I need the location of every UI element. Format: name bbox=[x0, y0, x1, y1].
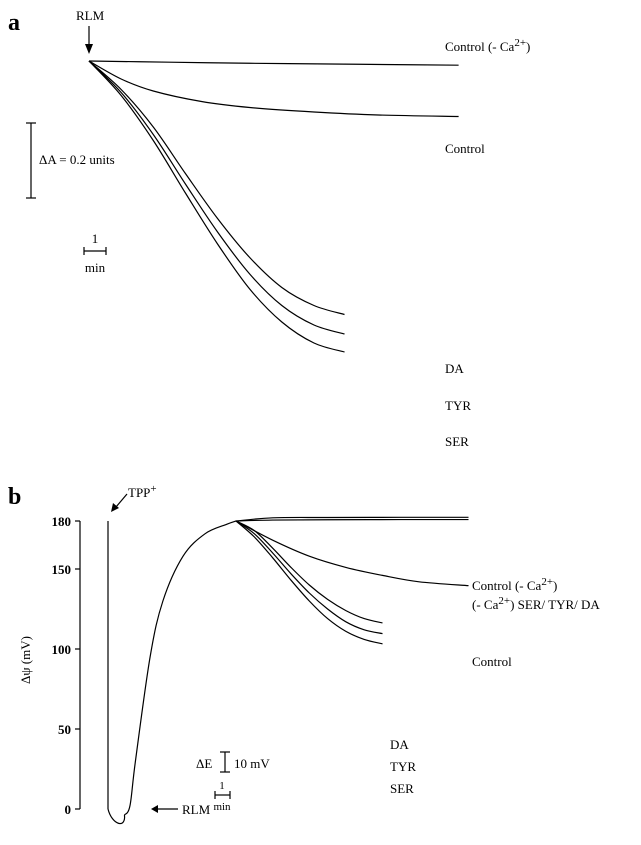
panel-b-label-ca2-ser-tyr-da: (- Ca2+) SER/ TYR/ DA bbox=[472, 595, 600, 612]
panel-b-trace-ser bbox=[235, 520, 383, 645]
panel-b-potential-scale-value: 10 mV bbox=[234, 756, 270, 771]
panel-b-y-tick-label: 150 bbox=[52, 562, 72, 577]
panel-b-rlm-label: RLM bbox=[182, 802, 211, 817]
panel-a-absorbance-scale-label: ΔA = 0.2 units bbox=[39, 152, 115, 167]
panel-b-potential-scale-label: ΔE bbox=[196, 756, 212, 771]
panel-b-probe-arrow bbox=[111, 493, 128, 512]
panel-a-trace-da bbox=[88, 60, 345, 316]
panel-b-time-scale-unit: min bbox=[213, 801, 231, 813]
panel-a-label-tyr: TYR bbox=[445, 398, 471, 413]
panel-b-y-axis: 0 50 100 150 180 bbox=[52, 514, 81, 817]
panel-b-label-control: Control bbox=[472, 654, 512, 669]
panel-a-time-scale-value: 1 bbox=[92, 231, 99, 246]
panel-b-label-ser: SER bbox=[390, 781, 414, 796]
panel-b-label-da: DA bbox=[390, 737, 409, 752]
panel-b-trace-tyr bbox=[235, 520, 383, 635]
panel-a-time-scale-unit: min bbox=[85, 260, 106, 275]
panel-b-trace-control-ca2 bbox=[236, 516, 469, 522]
panel-a-time-scale-bar bbox=[83, 247, 107, 255]
panel-b: b 0 50 100 150 180 Δψ (mV) TPP+ Control (- C… bbox=[8, 483, 600, 825]
panel-a-absorbance-scale-bar bbox=[26, 122, 36, 199]
panel-b-y-axis-label: Δψ (mV) bbox=[18, 636, 33, 684]
panel-b-label-control-ca2: Control (- Ca2+) bbox=[472, 576, 557, 593]
panel-b-common-trace bbox=[123, 520, 237, 816]
panel-a-trace-control bbox=[88, 60, 459, 118]
panel-b-potential-scale-bar bbox=[220, 751, 230, 773]
panel-b-traces bbox=[107, 516, 469, 825]
panel-a-rlm-label: RLM bbox=[76, 8, 105, 23]
panel-b-letter: b bbox=[8, 484, 21, 510]
panel-b-trace-ca2-ser-tyr-da bbox=[236, 518, 469, 522]
panel-b-dip-trace bbox=[107, 808, 126, 825]
panel-b-y-tick-label: 180 bbox=[52, 514, 72, 529]
panel-b-y-tick-label: 100 bbox=[52, 642, 72, 657]
panel-b-rlm-arrow bbox=[151, 805, 178, 813]
panel-a-letter: a bbox=[8, 10, 20, 36]
panel-a: a RLM Control (- Ca2+) Control DA TYR SER ΔA… bbox=[8, 8, 530, 449]
panel-b-y-tick-label: 50 bbox=[58, 722, 71, 737]
panel-b-probe-label: TPP+ bbox=[128, 483, 157, 500]
panel-b-label-tyr: TYR bbox=[390, 759, 416, 774]
panel-a-rlm-arrow bbox=[85, 26, 93, 54]
panel-a-label-control-ca2: Control (- Ca2+) bbox=[445, 37, 530, 54]
panel-a-label-control: Control bbox=[445, 141, 485, 156]
panel-b-trace-control bbox=[235, 520, 469, 587]
panel-b-time-scale-bar bbox=[214, 791, 231, 799]
panel-b-y-tick-label: 0 bbox=[65, 802, 72, 817]
panel-a-label-da: DA bbox=[445, 361, 464, 376]
panel-a-label-ser: SER bbox=[445, 434, 469, 449]
panel-b-trace-da bbox=[235, 520, 383, 624]
panel-a-series-labels: Control (- Ca2+) Control DA TYR SER bbox=[445, 37, 530, 449]
panel-b-time-scale-value: 1 bbox=[219, 780, 225, 792]
panel-b-series-labels: Control (- Ca2+) (- Ca2+) SER/ TYR/ DA Con… bbox=[390, 576, 600, 796]
panel-a-trace-ser bbox=[88, 60, 345, 353]
panel-a-trace-control-ca2 bbox=[88, 60, 459, 66]
panel-a-traces bbox=[88, 60, 459, 353]
panel-a-trace-tyr bbox=[88, 60, 345, 335]
